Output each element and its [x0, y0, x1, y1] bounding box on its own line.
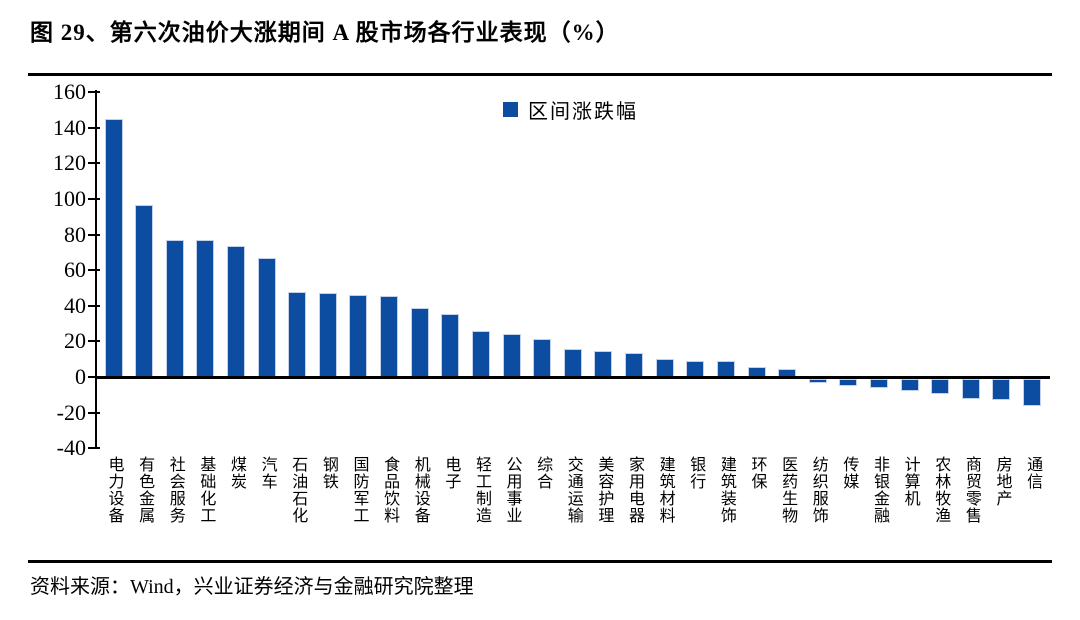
y-axis-tick [88, 269, 100, 272]
y-axis-tick [88, 126, 100, 129]
x-axis-label: 交通运输 [564, 456, 582, 524]
x-axis-label: 综合 [534, 456, 552, 490]
y-axis-tick [88, 91, 100, 94]
bar [226, 246, 245, 377]
x-axis-label: 社会服务 [166, 456, 184, 524]
x-axis-label: 农林牧渔 [932, 456, 950, 524]
y-axis-tick [88, 376, 100, 378]
x-axis-label: 建筑材料 [656, 456, 674, 524]
x-axis-label: 石油石化 [289, 456, 307, 524]
bar [380, 296, 399, 377]
bar [655, 359, 674, 377]
bar [563, 348, 582, 377]
y-axis-tick [88, 233, 100, 236]
x-axis-label: 有色金属 [136, 456, 154, 524]
bar [410, 307, 429, 377]
bar [196, 239, 215, 377]
y-axis-tick [88, 304, 100, 307]
chart-title: 图 29、第六次油价大涨期间 A 股市场各行业表现（%） [30, 20, 620, 45]
x-axis-label: 建筑装饰 [717, 456, 735, 524]
bar [594, 351, 613, 377]
x-axis-label: 银行 [687, 456, 705, 490]
x-axis-label: 通信 [1024, 456, 1042, 490]
bar [533, 338, 552, 377]
y-axis-tick-label: 60 [64, 257, 86, 283]
y-axis-tick-label: -20 [56, 399, 86, 425]
bar [625, 352, 644, 377]
x-axis-label: 电力设备 [105, 456, 123, 524]
bar [961, 378, 980, 399]
bar [502, 334, 521, 377]
x-axis-label: 汽车 [258, 456, 276, 490]
bar [104, 118, 123, 377]
y-axis-tick-label: 160 [53, 79, 86, 105]
bar [808, 378, 827, 383]
legend-swatch-icon [503, 102, 518, 117]
top-divider-line [28, 73, 1052, 76]
bar [686, 360, 705, 377]
y-axis-tick-label: -40 [56, 435, 86, 461]
chart-legend: 区间涨跌幅 [503, 95, 638, 124]
y-axis-tick-label: 120 [53, 150, 86, 176]
bottom-divider-line [28, 560, 1052, 563]
y-axis-tick [88, 411, 100, 414]
x-axis-line [95, 376, 1050, 379]
x-axis-label: 电子 [442, 456, 460, 490]
bar [318, 293, 337, 377]
y-axis-tick [88, 340, 100, 343]
x-axis-label: 国防军工 [350, 456, 368, 524]
y-axis-tick-label: 140 [53, 114, 86, 140]
x-axis-label: 商贸零售 [962, 456, 980, 524]
bar [349, 295, 368, 377]
x-axis-label: 非银金融 [871, 456, 888, 524]
x-axis-label: 环保 [748, 456, 766, 490]
x-axis-label: 公用事业 [503, 456, 521, 524]
bar [257, 257, 276, 377]
x-axis-label: 纺织服饰 [809, 456, 827, 524]
bar [992, 378, 1011, 400]
x-axis-label: 基础化工 [197, 456, 215, 524]
x-axis-label: 传媒 [840, 456, 858, 490]
legend-label: 区间涨跌幅 [528, 101, 638, 123]
x-axis-label: 机械设备 [411, 456, 429, 524]
x-axis-label: 医药生物 [779, 456, 797, 524]
x-axis-label: 钢铁 [319, 456, 337, 490]
source-attribution: 资料来源：Wind，兴业证券经济与金融研究院整理 [30, 576, 474, 598]
y-axis-tick-label: 40 [64, 292, 86, 318]
y-axis-tick [88, 198, 100, 200]
x-axis-label: 美容护理 [595, 456, 613, 524]
bar [288, 291, 307, 377]
bar [839, 378, 858, 386]
bar [1023, 378, 1042, 407]
y-axis-tick [88, 162, 100, 165]
bar [900, 378, 919, 391]
x-axis-label: 煤炭 [227, 456, 245, 490]
y-axis-tick-label: 100 [53, 186, 86, 211]
x-axis-label: 食品饮料 [381, 456, 399, 524]
x-axis-label: 房地产 [993, 456, 1011, 507]
bar [165, 239, 184, 377]
bar [471, 330, 490, 377]
x-axis-label: 轻工制造 [472, 456, 490, 524]
bar [870, 378, 888, 389]
y-axis-tick-label: 80 [64, 221, 86, 247]
bar [931, 378, 950, 394]
bar [135, 205, 154, 377]
bar [716, 360, 735, 377]
y-axis-tick [88, 447, 100, 450]
y-axis-tick-label: 0 [75, 364, 86, 389]
x-axis-label: 家用电器 [626, 456, 644, 524]
bar [441, 313, 460, 377]
y-axis-tick-label: 20 [64, 328, 86, 354]
x-axis-label: 计算机 [901, 456, 919, 507]
